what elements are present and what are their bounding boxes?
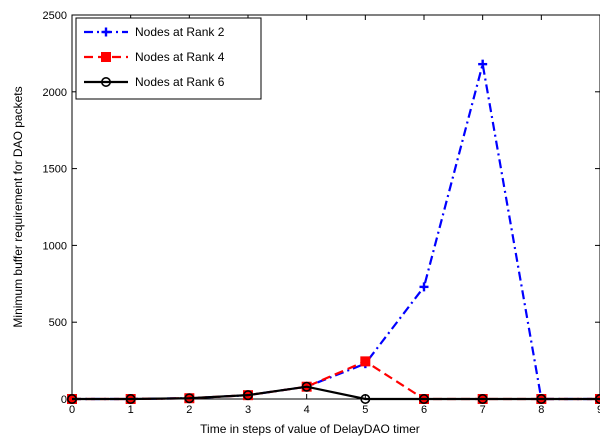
y-tick-label: 1000 xyxy=(43,240,67,252)
x-tick-label: 6 xyxy=(421,404,427,416)
series-3-line xyxy=(72,385,600,401)
y-axis-label: Minimum buffer requirement for DAO packe… xyxy=(11,86,25,327)
legend-marker xyxy=(101,77,112,88)
x-tick-label: 4 xyxy=(304,404,310,416)
series-3-point xyxy=(301,381,312,392)
series-3-point xyxy=(418,393,429,404)
x-tick-label: 8 xyxy=(538,404,544,416)
series-3-point xyxy=(477,393,488,404)
legend-label: Nodes at Rank 6 xyxy=(135,75,225,89)
series-2-point xyxy=(360,356,371,367)
legend-label: Nodes at Rank 2 xyxy=(135,25,225,39)
series-layer xyxy=(67,59,600,404)
x-axis-label: Time in steps of value of DelayDAO timer xyxy=(200,422,420,436)
series-1-point xyxy=(478,59,488,69)
legend-marker xyxy=(101,27,111,37)
legend-label: Nodes at Rank 4 xyxy=(135,50,225,64)
series-3-point xyxy=(125,393,136,404)
series-2 xyxy=(67,356,600,404)
x-tick-label: 9 xyxy=(597,404,600,416)
legend: Nodes at Rank 2 Nodes at Rank 4 Nodes at R… xyxy=(75,17,262,100)
y-tick-label: 2500 xyxy=(43,10,67,22)
series-1 xyxy=(67,59,600,404)
x-tick-label: 0 xyxy=(69,404,75,416)
y-tick-label: 2000 xyxy=(43,87,67,99)
legend-marker xyxy=(101,52,111,62)
series-3-point xyxy=(536,393,547,404)
x-tick-label: 5 xyxy=(362,404,368,416)
series-3-point xyxy=(184,393,195,404)
plot-frame xyxy=(71,14,600,400)
y-tick-label: 0 xyxy=(61,394,67,406)
series-3-point xyxy=(360,393,371,404)
y-tick-label: 500 xyxy=(49,317,67,329)
series-3 xyxy=(67,381,600,404)
series-1-line xyxy=(72,63,600,401)
series-3-point xyxy=(67,393,78,404)
series-1-point xyxy=(419,282,429,292)
x-tick-label: 2 xyxy=(186,404,192,416)
x-tick-label: 1 xyxy=(128,404,134,416)
x-tick-label: 7 xyxy=(480,404,486,416)
series-3-point xyxy=(243,390,254,401)
y-tick-label: 1500 xyxy=(43,164,67,176)
x-tick-label: 3 xyxy=(245,404,251,416)
